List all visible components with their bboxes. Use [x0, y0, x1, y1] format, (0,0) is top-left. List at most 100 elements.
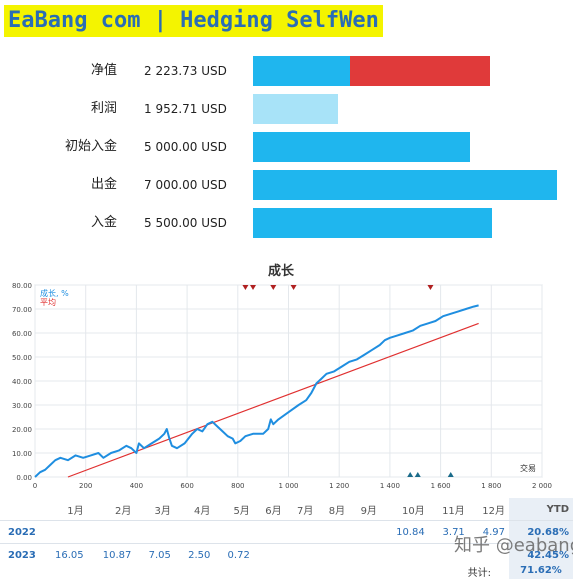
- stat-row-withdrawal: 出金 7 000.00 USD: [0, 170, 573, 200]
- stat-value: 5 500.00 USD: [144, 216, 227, 230]
- month-header: 12月: [482, 505, 505, 517]
- month-header: 4月: [193, 505, 211, 517]
- legend-average: 平均: [40, 297, 56, 307]
- event-marker-bottom: [407, 472, 414, 477]
- table-cell: 10.87: [87, 543, 136, 566]
- table-cell: [317, 543, 350, 566]
- table-cell: 4.97: [468, 520, 509, 544]
- stat-row-initial-deposit: 初始入金 5 000.00 USD: [0, 132, 573, 162]
- table-row-2022: 2022 10.84 3.71 4.97 20.68%: [0, 520, 573, 544]
- event-marker-top: [427, 285, 434, 290]
- x-tick-label: 800: [231, 482, 244, 490]
- table-cell: [428, 543, 469, 566]
- month-header: 1月: [67, 505, 84, 517]
- table-cell: [380, 543, 429, 566]
- month-header: 9月: [360, 505, 377, 517]
- growth-line: [34, 304, 479, 478]
- y-tick-label: 50.00: [12, 354, 32, 362]
- y-tick-label: 10.00: [12, 450, 32, 458]
- stat-row-profit: 利润 1 952.71 USD: [0, 94, 573, 124]
- profit-bar: [253, 94, 338, 124]
- x-tick-label: 0: [33, 482, 37, 490]
- month-header: 2月: [115, 505, 132, 517]
- stat-value: 7 000.00 USD: [144, 178, 227, 192]
- table-cell: 7.05: [135, 543, 175, 566]
- y-tick-label: 70.00: [12, 306, 32, 314]
- stat-label: 初始入金: [64, 139, 117, 154]
- stat-row-equity: 净值 2 223.73 USD: [0, 56, 573, 86]
- table-cell: [174, 520, 215, 544]
- watermark: 知乎 @eabang: [454, 535, 573, 556]
- table-cell: [317, 520, 350, 544]
- month-header: 7月: [297, 505, 314, 517]
- growth-chart: 成长 0.00 10.00 20.00 30.00 40.00 50.00 60.00 70.…: [12, 263, 552, 490]
- event-marker-bottom: [414, 472, 421, 477]
- event-marker-bottom: [447, 472, 454, 477]
- x-axis-label: 交易: [520, 463, 536, 473]
- equity-loss-bar: [350, 56, 490, 86]
- y-tick-label: 40.00: [12, 378, 32, 386]
- event-marker-top: [270, 285, 277, 290]
- ytd-cell: 42.45%: [509, 543, 573, 566]
- y-tick-label: 60.00: [12, 330, 32, 338]
- x-tick-label: 2 000: [532, 482, 552, 490]
- x-tick-label: 1 600: [431, 482, 451, 490]
- month-header: 11月: [442, 505, 465, 517]
- chart-title: 成长: [268, 263, 295, 279]
- event-marker-top: [250, 285, 257, 290]
- initial-deposit-bar: [253, 132, 470, 162]
- table-cell: [285, 543, 318, 566]
- deposit-bar: [253, 208, 492, 238]
- table-cell: [349, 543, 381, 566]
- legend-growth: 成长, %: [40, 288, 69, 298]
- table-cell: 16.05: [39, 543, 88, 566]
- total-label: 共计:: [467, 568, 491, 579]
- table-cell: [87, 520, 136, 544]
- x-tick-label: 1 200: [329, 482, 349, 490]
- page-title: EaBang com | Hedging SelfWen: [4, 5, 383, 37]
- table-cell: 0.72: [214, 543, 254, 566]
- month-header: 6月: [265, 505, 282, 517]
- month-header: 5月: [233, 505, 250, 517]
- table-row-2023: 2023 16.05 10.87 7.05 2.50 0.72 42.45%: [0, 543, 573, 566]
- x-tick-label: 1 400: [380, 482, 400, 490]
- x-tick-label: 600: [180, 482, 193, 490]
- month-header: 10月: [401, 505, 425, 517]
- ytd-header: YTD: [509, 498, 573, 521]
- table-cell: [253, 520, 286, 544]
- event-marker-top: [242, 285, 249, 290]
- table-cell: [253, 543, 286, 566]
- table-cell: [135, 520, 175, 544]
- year-label: 2023: [0, 543, 40, 566]
- stat-row-deposit: 入金 5 500.00 USD: [0, 208, 573, 238]
- total-row: 共计: 71.62%: [0, 562, 573, 579]
- y-tick-label: 0.00: [16, 474, 32, 482]
- stat-label: 利润: [90, 101, 117, 116]
- y-tick-label: 30.00: [12, 402, 32, 410]
- ytd-cell: 20.68%: [509, 520, 573, 544]
- withdrawal-bar: [253, 170, 557, 200]
- stat-value: 1 952.71 USD: [144, 102, 227, 116]
- month-header: 8月: [328, 505, 346, 517]
- table-cell: 3.71: [428, 520, 469, 544]
- table-cell: [214, 520, 254, 544]
- x-tick-label: 400: [130, 482, 143, 490]
- equity-bar: [253, 56, 350, 86]
- table-cell: 2.50: [174, 543, 215, 566]
- table-cell: [285, 520, 318, 544]
- year-label: 2022: [0, 520, 40, 544]
- x-tick-label: 1 000: [278, 482, 298, 490]
- table-cell: 10.84: [380, 520, 429, 544]
- stat-value: 5 000.00 USD: [144, 140, 227, 154]
- month-header: 3月: [154, 505, 171, 517]
- stat-label: 净值: [90, 63, 117, 78]
- table-cell: [468, 543, 509, 566]
- total-value: 71.62%: [509, 562, 573, 579]
- y-tick-label: 80.00: [12, 282, 32, 290]
- x-tick-label: 200: [79, 482, 92, 490]
- stat-label: 出金: [90, 177, 117, 192]
- x-tick-label: 1 800: [481, 482, 501, 490]
- y-tick-label: 20.00: [12, 426, 32, 434]
- table-cell: [349, 520, 381, 544]
- event-marker-top: [290, 285, 297, 290]
